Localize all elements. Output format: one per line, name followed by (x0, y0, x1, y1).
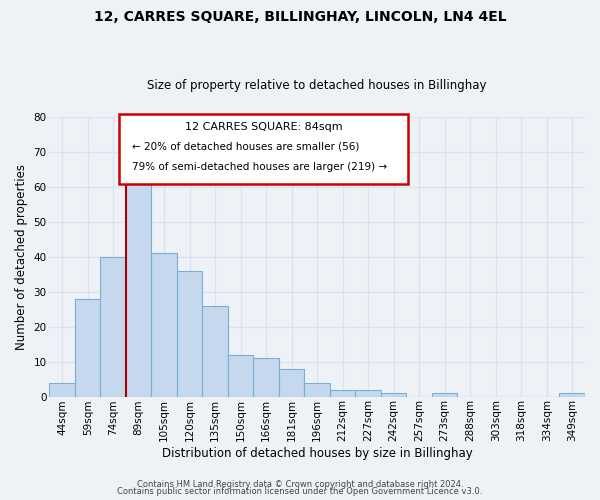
Y-axis label: Number of detached properties: Number of detached properties (15, 164, 28, 350)
Bar (100, 256, 126, 396)
Bar (151, 253, 177, 396)
Title: Size of property relative to detached houses in Billinghay: Size of property relative to detached ho… (148, 79, 487, 92)
Bar (559, 393, 585, 396)
Text: 12 CARRES SQUARE: 84sqm: 12 CARRES SQUARE: 84sqm (185, 122, 343, 132)
X-axis label: Distribution of detached houses by size in Billinghay: Distribution of detached houses by size … (162, 447, 473, 460)
Bar (126, 183, 151, 396)
Bar (304, 382, 330, 396)
Bar (253, 358, 279, 397)
Text: 79% of semi-detached houses are larger (219) →: 79% of semi-detached houses are larger (… (133, 162, 388, 172)
Bar (177, 270, 202, 396)
Bar (279, 368, 304, 396)
Text: Contains HM Land Registry data © Crown copyright and database right 2024.: Contains HM Land Registry data © Crown c… (137, 480, 463, 489)
Bar (228, 354, 253, 397)
Bar (202, 306, 228, 396)
FancyBboxPatch shape (119, 114, 408, 184)
Bar (381, 393, 406, 396)
Text: Contains public sector information licensed under the Open Government Licence v3: Contains public sector information licen… (118, 488, 482, 496)
Bar (75, 298, 100, 396)
Text: ← 20% of detached houses are smaller (56): ← 20% of detached houses are smaller (56… (133, 142, 360, 152)
Bar (355, 390, 381, 396)
Bar (432, 393, 457, 396)
Bar (49, 382, 75, 396)
Bar (330, 390, 355, 396)
Text: 12, CARRES SQUARE, BILLINGHAY, LINCOLN, LN4 4EL: 12, CARRES SQUARE, BILLINGHAY, LINCOLN, … (94, 10, 506, 24)
